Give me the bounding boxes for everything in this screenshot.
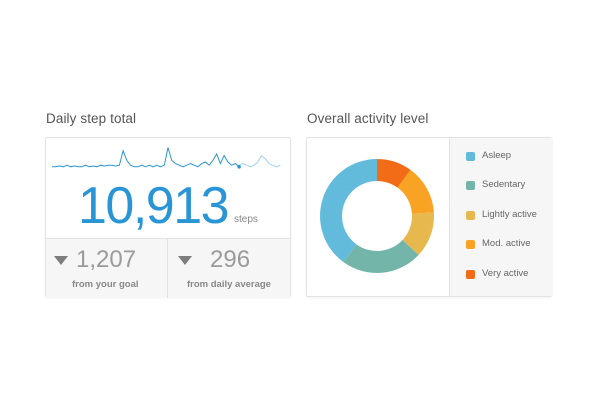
legend-swatch: [466, 211, 475, 220]
average-diff-label: from daily average: [187, 279, 271, 290]
donut-slice-very-active[interactable]: [377, 159, 411, 188]
activity-legend: Asleep Sedentary Lightly active Mod. act…: [449, 138, 553, 296]
step-total-value: 10,913: [78, 177, 230, 235]
goal-diff-label: from your goal: [72, 279, 139, 290]
sparkline-current-point: [237, 165, 241, 169]
average-stat: 296 from daily average: [167, 239, 290, 298]
down-triangle-icon: [178, 256, 192, 265]
legend-label: Mod. active: [482, 238, 531, 249]
legend-label: Sedentary: [482, 179, 526, 190]
donut-slice-asleep[interactable]: [320, 159, 377, 263]
donut-slice-mod-active[interactable]: [397, 169, 434, 214]
legend-label: Lightly active: [482, 209, 537, 220]
step-section-title: Daily step total: [46, 111, 137, 126]
legend-label: Asleep: [482, 150, 512, 161]
step-unit-label: steps: [234, 214, 258, 225]
average-diff-value: 296: [210, 246, 251, 273]
goal-stat: 1,207 from your goal: [46, 239, 167, 298]
sparkline-projected-series: [238, 154, 281, 168]
step-sparkline: [52, 147, 281, 169]
down-triangle-icon: [54, 256, 68, 265]
legend-label: Very active: [482, 268, 529, 279]
donut-slice-lightly-active[interactable]: [402, 212, 435, 256]
legend-swatch: [466, 152, 475, 161]
legend-swatch: [466, 181, 475, 190]
step-stats-row: 1,207 from your goal 296 from daily aver…: [46, 238, 290, 298]
legend-swatch: [466, 240, 475, 249]
activity-donut-chart: [320, 159, 435, 273]
legend-swatch: [466, 270, 475, 279]
goal-diff-value: 1,207: [76, 246, 137, 273]
sparkline-today-series: [52, 147, 240, 168]
activity-section-title: Overall activity level: [307, 111, 429, 126]
donut-slice-sedentary[interactable]: [343, 239, 419, 273]
step-total-card: 10,913 steps 1,207 from your goal 296 fr…: [45, 137, 291, 298]
activity-card: Asleep Sedentary Lightly active Mod. act…: [306, 137, 553, 297]
